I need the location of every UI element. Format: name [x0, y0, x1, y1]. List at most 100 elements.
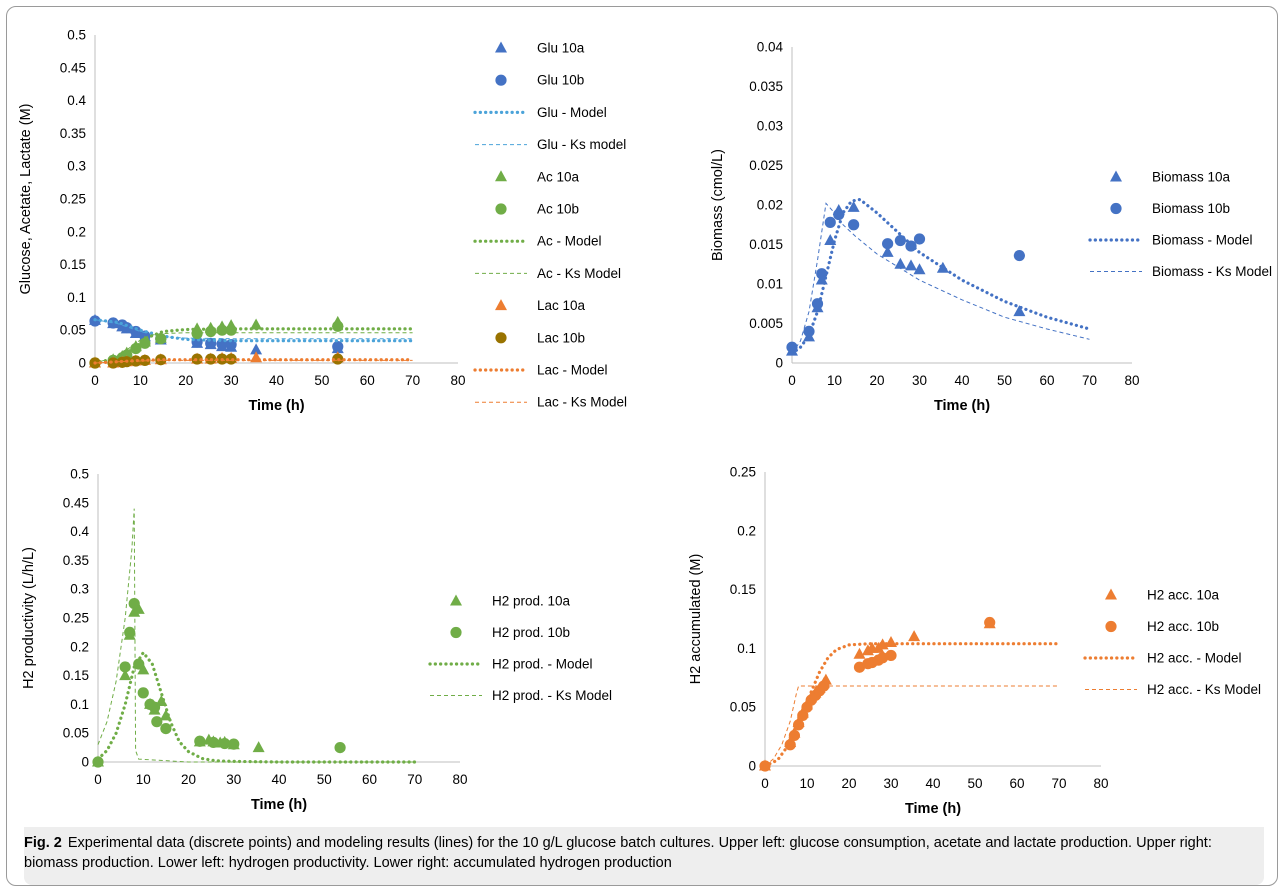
- y-tick-label: 0.03: [757, 119, 783, 134]
- legend-label: Lac 10a: [537, 298, 586, 313]
- series-h2-prod-10b: [92, 598, 346, 768]
- data-point-circle: [225, 339, 237, 351]
- y-tick-label: 0.025: [749, 158, 783, 173]
- legend-label: H2 prod. 10b: [492, 625, 570, 640]
- legend-item: Biomass - Ks Model: [1090, 264, 1272, 279]
- x-tick-label: 50: [317, 772, 332, 787]
- data-point-circle: [833, 208, 845, 221]
- x-tick-label: 50: [967, 776, 982, 791]
- legend-triangle-swatch: [495, 170, 507, 182]
- data-point-triangle: [913, 263, 926, 275]
- legend-label: Glu 10b: [537, 73, 584, 88]
- legend-label: H2 acc. 10a: [1147, 588, 1220, 603]
- legend-circle-swatch: [495, 74, 507, 86]
- caption-text: Experimental data (discrete points) and …: [24, 835, 1212, 871]
- data-point-circle: [784, 739, 796, 751]
- data-point-circle: [797, 709, 809, 722]
- y-tick-label: 0.45: [60, 60, 86, 75]
- legend-label: Ac 10b: [537, 202, 579, 217]
- data-point-triangle: [881, 245, 894, 257]
- series-line: [94, 332, 413, 364]
- legend-label: Lac 10b: [537, 330, 585, 345]
- y-tick-label: 0.5: [67, 28, 86, 43]
- y-axis-title: H2 accumulated (M): [688, 554, 704, 685]
- x-tick-label: 80: [1093, 776, 1108, 791]
- figure-caption: Fig. 2 Experimental data (discrete points…: [24, 827, 1264, 885]
- y-tick-label: 0.01: [757, 277, 783, 292]
- data-point-circle: [107, 357, 119, 369]
- x-tick-label: 30: [912, 373, 927, 388]
- caption-label: Fig. 2: [24, 835, 62, 851]
- legend-label: Biomass - Model: [1152, 233, 1253, 248]
- y-axis-title: Biomass (cmol/L): [710, 149, 726, 261]
- data-point-circle: [332, 341, 344, 353]
- legend-item: Ac - Ks Model: [475, 266, 621, 281]
- legend-label: Glu - Model: [537, 105, 607, 120]
- x-axis-title: Time (h): [905, 801, 961, 817]
- legend-item: Glu 10b: [495, 73, 584, 88]
- data-point-triangle: [908, 630, 921, 642]
- x-tick-label: 30: [883, 776, 898, 791]
- x-axis-title: Time (h): [934, 398, 990, 414]
- y-tick-label: 0.5: [70, 467, 89, 482]
- legend-label: Ac 10a: [537, 169, 580, 184]
- x-tick-label: 0: [94, 772, 102, 787]
- series-line: [790, 197, 1092, 356]
- y-tick-label: 0.3: [70, 582, 89, 597]
- y-tick-label: 0.15: [63, 668, 89, 683]
- data-point-circle: [788, 729, 800, 742]
- data-point-circle: [811, 298, 824, 310]
- chart-h2-accumulated: 0 0.05 0.1 0.15 0.2 0.25 0 10 20 30 40 50 60 70 80 Time…: [688, 465, 1261, 818]
- data-point-circle: [877, 652, 889, 664]
- data-point-circle: [119, 661, 131, 673]
- x-tick-label: 40: [954, 373, 969, 388]
- x-tick-label: 20: [181, 772, 196, 787]
- legend-label: H2 prod. 10a: [492, 594, 571, 609]
- series-line: [763, 642, 1061, 768]
- data-point-triangle: [936, 261, 949, 273]
- y-tick-label: 0.05: [730, 700, 756, 715]
- y-tick-label: 0.35: [63, 553, 89, 568]
- legend-item: Ac 10a: [495, 169, 580, 184]
- legend-item: Lac - Model: [473, 363, 608, 378]
- x-tick-label: 20: [869, 373, 884, 388]
- series-line: [791, 202, 1090, 354]
- x-tick-label: 50: [314, 373, 329, 388]
- data-point-triangle: [894, 257, 907, 269]
- legend-triangle-swatch: [450, 594, 462, 606]
- series-line: [97, 508, 415, 763]
- y-tick-label: 0.04: [757, 40, 784, 55]
- legend-label: Lac - Model: [537, 363, 608, 378]
- y-tick-label: 0.3: [67, 159, 86, 174]
- y-tick-label: 0.4: [67, 93, 86, 108]
- legend-label: H2 acc. - Model: [1147, 651, 1242, 666]
- series-ac-model: [93, 327, 415, 365]
- data-point-circle: [130, 325, 142, 338]
- y-tick-label: 0.005: [749, 316, 783, 331]
- x-axis-title: Time (h): [251, 797, 307, 813]
- y-axis-title: H2 productivity (L/h/L): [21, 547, 37, 689]
- x-tick-label: 40: [925, 776, 940, 791]
- series-biomass-model: [790, 197, 1092, 356]
- legend-label: H2 acc. - Ks Model: [1147, 682, 1261, 697]
- series-biomass-ks-model: [791, 202, 1090, 354]
- data-point-circle: [139, 354, 151, 366]
- x-tick-label: 70: [1051, 776, 1066, 791]
- legend-item: Biomass 10b: [1110, 201, 1230, 216]
- x-tick-label: 10: [799, 776, 814, 791]
- y-tick-label: 0.2: [67, 224, 86, 239]
- x-tick-label: 40: [271, 772, 286, 787]
- x-tick-label: 0: [761, 776, 769, 791]
- series-lac-ks-model: [94, 359, 413, 364]
- y-tick-label: 0: [748, 759, 756, 774]
- y-tick-label: 0.45: [63, 495, 89, 510]
- data-point-circle: [228, 738, 240, 750]
- x-tick-label: 70: [405, 373, 420, 388]
- x-tick-label: 10: [136, 772, 151, 787]
- y-tick-label: 0.35: [60, 126, 86, 141]
- series-ac-ks-model: [94, 332, 413, 364]
- legend-label: H2 acc. 10b: [1147, 619, 1219, 634]
- series-line: [94, 359, 413, 364]
- data-point-circle: [128, 598, 140, 610]
- data-point-triangle: [132, 602, 145, 614]
